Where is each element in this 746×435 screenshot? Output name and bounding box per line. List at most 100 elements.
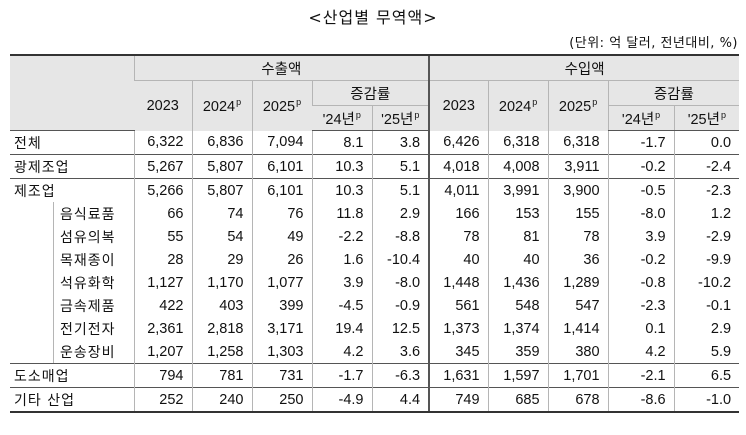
cell-export-2023: 5,266	[133, 178, 192, 202]
cell-import-growth-25: 0.0	[673, 130, 740, 155]
cell-export-growth-25: 4.4	[371, 387, 430, 413]
cell-import-2024: 3,991	[487, 178, 549, 202]
cell-import-2024: 548	[487, 294, 549, 317]
table-row: 금속제품 422 403 399 -4.5 -0.9 561 548 547 -2.3 -0.1	[10, 294, 740, 317]
cell-export-2023: 55	[133, 225, 192, 248]
row-label: 운송장비	[10, 340, 134, 364]
cell-import-2024: 359	[487, 340, 549, 364]
cell-import-2025: 3,911	[547, 154, 609, 179]
cell-import-growth-25: -2.4	[673, 154, 740, 179]
cell-import-2024: 40	[487, 248, 549, 271]
cell-export-growth-24: 10.3	[311, 154, 372, 179]
cell-import-2025: 1,289	[547, 271, 609, 294]
cell-export-2025: 731	[251, 363, 312, 388]
cell-import-2025: 547	[547, 294, 609, 317]
table-row: 섬유의복 55 54 49 -2.2 -8.8 78 81 78 3.9 -2.9	[10, 225, 740, 248]
header-export: 수출액	[133, 54, 430, 81]
header-export-2023: 2023	[134, 80, 192, 131]
cell-export-growth-24: 1.6	[311, 248, 372, 271]
cell-export-growth-25: -8.0	[371, 271, 430, 294]
cell-export-2023: 5,267	[133, 154, 192, 179]
cell-import-growth-24: 4.2	[607, 340, 675, 364]
header-export-growth: 증감률	[311, 80, 430, 106]
header-import-2023: 2023	[428, 80, 489, 131]
cell-export-2024: 2,818	[191, 317, 252, 340]
cell-import-2025: 678	[547, 387, 609, 413]
cell-import-growth-25: -0.1	[673, 294, 740, 317]
cell-export-2025: 399	[251, 294, 312, 317]
cell-export-2024: 74	[191, 202, 252, 225]
row-label: 전기전자	[10, 317, 134, 340]
cell-import-growth-25: 6.5	[673, 363, 740, 388]
header-import-g25: '25년p	[673, 105, 740, 131]
cell-import-growth-25: -10.2	[673, 271, 740, 294]
row-label: 전체	[14, 135, 42, 152]
cell-export-2023: 2,361	[133, 317, 192, 340]
cell-export-growth-25: 5.1	[371, 154, 430, 179]
cell-export-growth-24: 3.9	[311, 271, 372, 294]
cell-export-2025: 6,101	[251, 178, 312, 202]
table-row: 석유화학 1,127 1,170 1,077 3.9 -8.0 1,448 1,436 1,28…	[10, 271, 740, 294]
row-label: 목재종이	[10, 248, 134, 271]
table-row: 광제조업 5,267 5,807 6,101 10.3 5.1 4,018 4,008 3,91…	[10, 154, 740, 179]
cell-import-growth-24: -1.7	[607, 130, 675, 155]
cell-export-2025: 6,101	[251, 154, 312, 179]
cell-export-growth-24: 8.1	[311, 130, 372, 155]
header-export-g24: '24년p	[312, 105, 372, 131]
row-label: 섬유의복	[10, 225, 134, 248]
trade-table: 수출액 수입액 2023 2024p 2025p 증감률 2023 2024p …	[10, 54, 740, 413]
cell-import-growth-24: -2.1	[607, 363, 675, 388]
row-label: 도소매업	[10, 363, 134, 388]
row-label: 기타 산업	[10, 387, 134, 413]
cell-import-2025: 3,900	[547, 178, 609, 202]
cell-export-2023: 1,127	[133, 271, 192, 294]
header-corner	[10, 54, 134, 131]
cell-import-growth-25: -1.0	[673, 387, 740, 413]
cell-export-2024: 240	[191, 387, 252, 413]
cell-export-2025: 26	[251, 248, 312, 271]
cell-export-2023: 66	[133, 202, 192, 225]
cell-import-growth-24: -0.5	[607, 178, 675, 202]
table-row: 전체 6,322 6,836 7,094 8.1 3.8 6,426 6,318 6,318 -1…	[10, 130, 740, 155]
cell-export-growth-24: -2.2	[311, 225, 372, 248]
cell-export-growth-25: 2.9	[371, 202, 430, 225]
cell-export-2025: 76	[251, 202, 312, 225]
cell-import-growth-24: -0.2	[607, 248, 675, 271]
cell-import-growth-24: 0.1	[607, 317, 675, 340]
table-row: 기타 산업 252 240 250 -4.9 4.4 749 685 678 -8.6 -1.0	[10, 387, 740, 413]
cell-export-2024: 6,836	[191, 130, 252, 155]
unit-note: (단위: 억 달러, 전년대비, %)	[569, 36, 738, 51]
cell-import-2025: 1,414	[547, 317, 609, 340]
cell-import-growth-24: 3.9	[607, 225, 675, 248]
row-label: 석유화학	[10, 271, 134, 294]
cell-import-2023: 40	[428, 248, 489, 271]
table-row: 음식료품 66 74 76 11.8 2.9 166 153 155 -8.0 1.2	[10, 202, 740, 225]
cell-export-2023: 252	[133, 387, 192, 413]
cell-import-2023: 561	[428, 294, 489, 317]
cell-import-2023: 4,018	[428, 154, 489, 179]
cell-export-2023: 28	[133, 248, 192, 271]
cell-export-2023: 422	[133, 294, 192, 317]
cell-export-growth-25: 3.8	[371, 130, 430, 155]
table-body: 전체 6,322 6,836 7,094 8.1 3.8 6,426 6,318 6,318 -1…	[10, 130, 740, 413]
cell-import-growth-25: 5.9	[673, 340, 740, 364]
cell-import-growth-24: -8.6	[607, 387, 675, 413]
cell-import-2023: 1,373	[428, 317, 489, 340]
cell-import-growth-25: 1.2	[673, 202, 740, 225]
cell-import-2025: 155	[547, 202, 609, 225]
cell-import-2023: 4,011	[428, 178, 489, 202]
cell-import-2025: 36	[547, 248, 609, 271]
cell-import-2024: 1,597	[487, 363, 549, 388]
cell-export-2024: 781	[191, 363, 252, 388]
cell-export-growth-24: 11.8	[311, 202, 372, 225]
cell-import-2023: 345	[428, 340, 489, 364]
cell-import-2024: 153	[487, 202, 549, 225]
cell-export-2023: 6,322	[133, 130, 192, 155]
cell-import-2025: 1,701	[547, 363, 609, 388]
row-label: 금속제품	[10, 294, 134, 317]
table-row: 운송장비 1,207 1,258 1,303 4.2 3.6 345 359 380 4.2 5.9	[10, 340, 740, 364]
cell-import-growth-25: -2.3	[673, 178, 740, 202]
row-label: 광제조업	[10, 154, 134, 179]
cell-export-2025: 49	[251, 225, 312, 248]
cell-export-2023: 794	[133, 363, 192, 388]
